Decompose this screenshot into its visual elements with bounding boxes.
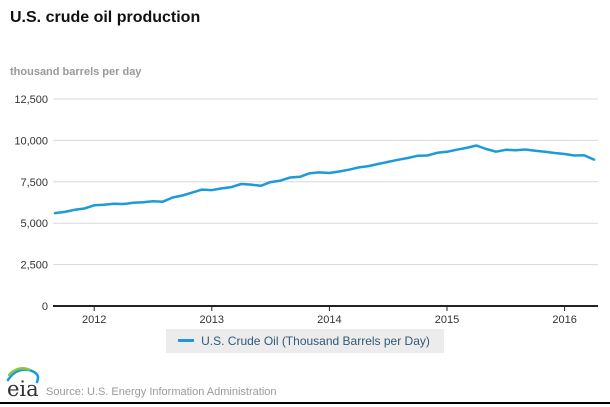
legend-item-us-crude-oil[interactable]: U.S. Crude Oil (Thousand Barrels per Day… xyxy=(166,329,444,353)
logo-text: eia xyxy=(7,377,39,401)
logo-green-swoosh-icon xyxy=(7,367,31,377)
y-axis-tick-label: 12,500 xyxy=(14,94,48,106)
x-axis-tick-label: 2013 xyxy=(200,314,224,326)
x-axis-tick-label: 2015 xyxy=(435,314,459,326)
y-axis-tick-label: 0 xyxy=(42,301,48,313)
source-attribution: Source: U.S. Energy Information Administ… xyxy=(46,386,277,398)
eia-logo: eia xyxy=(6,367,40,401)
y-axis-tick-label: 5,000 xyxy=(20,218,48,230)
y-axis-tick-label: 7,500 xyxy=(20,177,48,189)
footer-divider xyxy=(0,402,610,404)
x-axis-tick-label: 2012 xyxy=(82,314,106,326)
legend-item-label: U.S. Crude Oil (Thousand Barrels per Day… xyxy=(201,334,430,348)
series-line-swatch-icon xyxy=(178,339,195,343)
x-axis-tick-label: 2016 xyxy=(552,314,576,326)
crude-oil-series-line xyxy=(53,144,596,215)
y-axis-tick-label: 2,500 xyxy=(20,260,48,272)
logo-blue-swoosh-icon xyxy=(6,368,40,384)
y-axis-tick-label: 10,000 xyxy=(14,135,48,147)
production-line-chart: 12,500 10,000 7,500 5,000 2,500 0 2012 2013 2014… xyxy=(14,94,598,326)
legend: U.S. Crude Oil (Thousand Barrels per Day… xyxy=(0,329,610,353)
y-axis-unit-label: thousand barrels per day xyxy=(10,66,142,78)
page-title: U.S. crude oil production xyxy=(10,9,201,26)
x-axis-tick-label: 2014 xyxy=(317,314,341,326)
